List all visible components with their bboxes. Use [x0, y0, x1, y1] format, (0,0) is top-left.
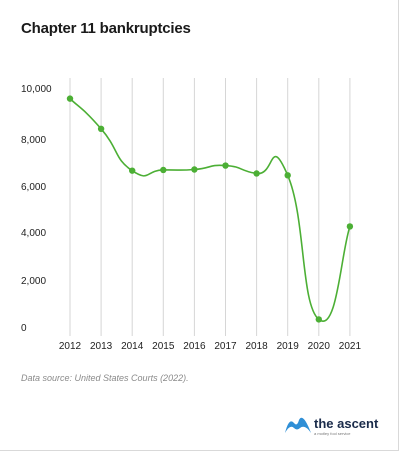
x-tick-label: 2021 [339, 341, 362, 352]
x-tick-label: 2016 [183, 341, 206, 352]
data-point [160, 166, 167, 174]
brand-tagline: a motley fool service [314, 431, 351, 436]
data-point [66, 95, 74, 102]
y-tick-label: 0 [21, 323, 27, 334]
x-tick-label: 2013 [90, 341, 113, 352]
y-tick-label: 10,000 [21, 84, 52, 95]
data-points [66, 95, 354, 323]
x-axis-ticks: 2012 2013 2014 2015 2016 2017 2018 2019 2020 2021 [59, 341, 362, 352]
data-point [315, 316, 322, 323]
y-axis-ticks: 10,000 8,000 6,000 4,000 2,000 0 [21, 84, 52, 334]
brand-name: the ascent [314, 416, 379, 431]
x-tick-label: 2014 [121, 341, 144, 352]
data-source-note: Data source: United States Courts (2022)… [21, 373, 189, 383]
chart-title: Chapter 11 bankruptcies [21, 20, 191, 37]
data-point [222, 162, 229, 169]
data-point [129, 167, 136, 174]
ascent-logo-icon [285, 417, 311, 433]
series-line [69, 98, 351, 323]
data-point [97, 125, 105, 133]
data-point [284, 172, 291, 179]
x-tick-label: 2015 [152, 341, 175, 352]
x-tick-label: 2019 [277, 341, 300, 352]
grid-layer [69, 78, 351, 336]
x-tick-label: 2018 [245, 341, 268, 352]
y-tick-label: 6,000 [21, 182, 46, 193]
data-point [346, 223, 354, 230]
y-tick-label: 4,000 [21, 228, 46, 239]
line-chart: 10,000 8,000 6,000 4,000 2,000 0 2012 2013 2014… [21, 78, 362, 352]
y-tick-label: 2,000 [21, 276, 46, 287]
brand-logo: the ascent a motley fool service [284, 413, 378, 439]
x-tick-label: 2017 [214, 341, 237, 352]
y-tick-label: 8,000 [21, 135, 46, 146]
x-tick-label: 2012 [59, 341, 82, 352]
x-tick-label: 2020 [308, 341, 331, 352]
data-point [253, 170, 260, 177]
data-point [191, 166, 198, 173]
